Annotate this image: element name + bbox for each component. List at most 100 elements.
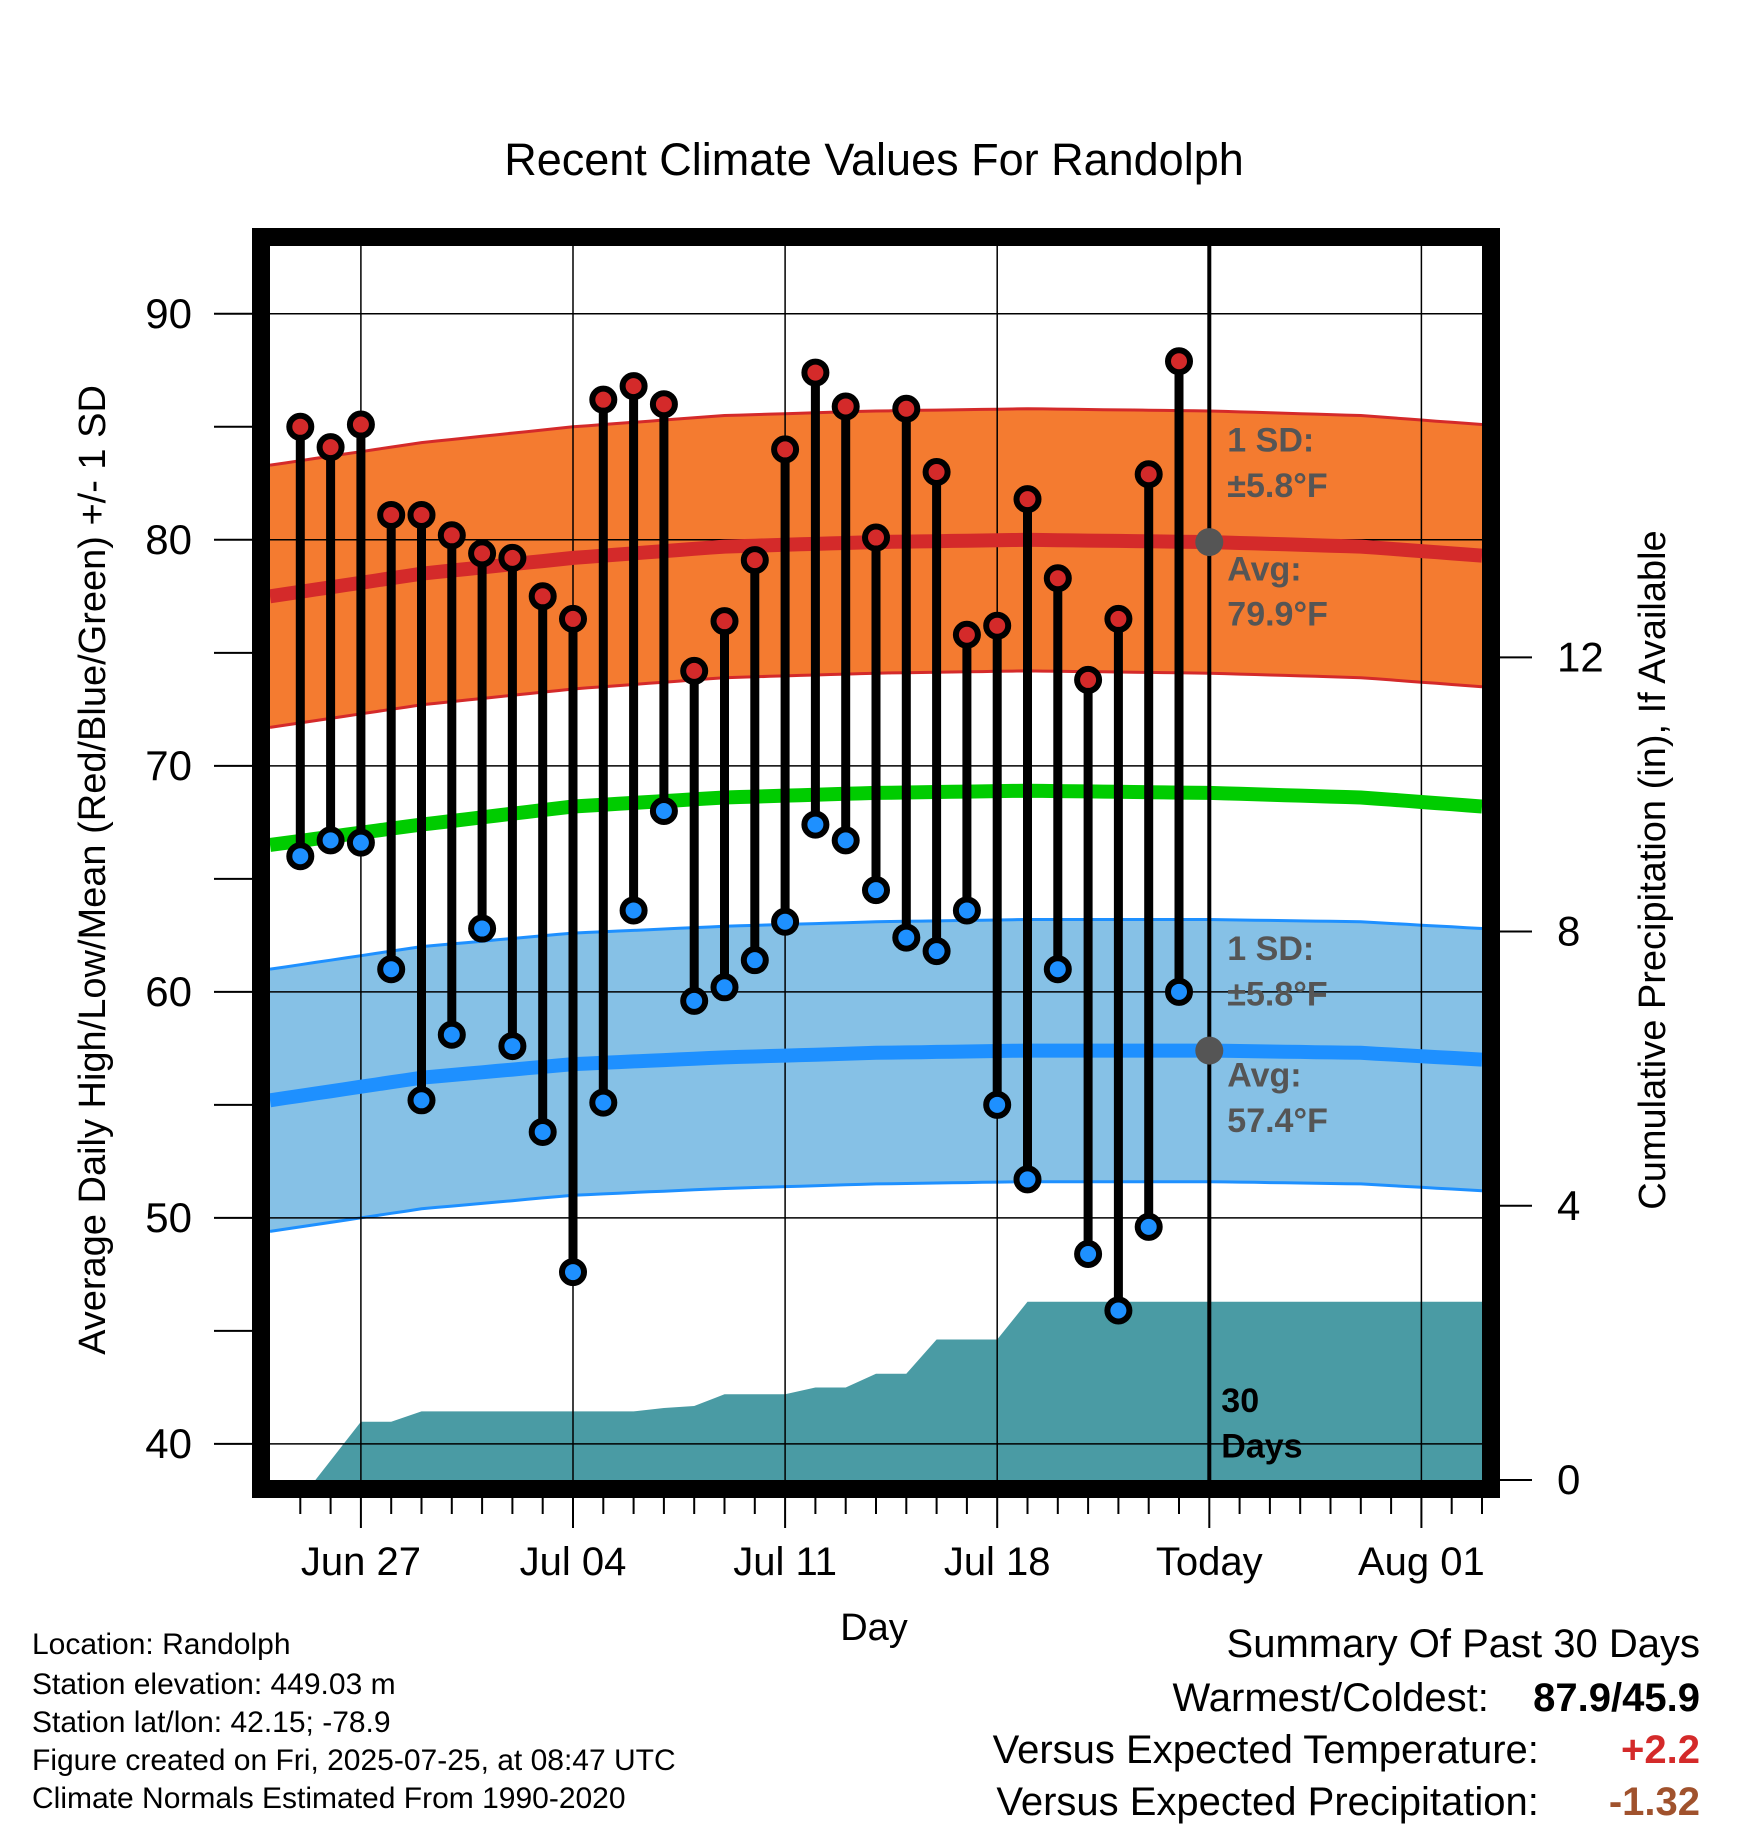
summary-title: Summary Of Past 30 Days [1227,1622,1700,1667]
x-tick-label: Today [1156,1540,1263,1584]
low-normal-band-upper-edge [270,918,1482,971]
low-normal-avg-line [270,1043,1482,1108]
low-point [801,810,830,839]
summary-precip-value: -1.32 [1608,1780,1700,1824]
low-point [437,1020,466,1049]
info-elevation: Station elevation: 449.03 m [32,1668,396,1701]
low-point [952,896,981,925]
high-point [922,458,951,487]
x-axis-label: Day [840,1607,908,1649]
high-point [1104,604,1133,633]
info-normals: Climate Normals Estimated From 1990-2020 [32,1782,626,1815]
high-point [862,523,890,552]
y-tick-label: 80 [145,516,192,563]
low-point [1134,1212,1163,1241]
high-point [710,607,739,636]
high-point [952,620,981,649]
low-point [377,955,406,984]
high-point [983,611,1012,640]
low-point [316,826,345,855]
info-location: Location: Randolph [32,1628,291,1661]
y-tick-label: 70 [145,742,192,789]
low-point [1165,977,1193,1006]
high-point [346,410,375,439]
high-point [801,358,830,387]
high-point [740,546,769,575]
low-point [619,896,648,925]
y-tick-label: 40 [145,1420,192,1467]
today-high-avg-dot [1195,528,1224,557]
low-point [680,986,709,1015]
x-tick-label: Jul 04 [520,1540,627,1584]
high-point [619,372,648,401]
high-point [1074,665,1103,694]
low-point [346,828,375,857]
low-point [831,826,860,855]
period-label-1: 30 [1221,1382,1259,1420]
low-normal-band-lower-edge [270,1180,1482,1233]
low-point [528,1117,557,1146]
low-point [1074,1239,1103,1268]
low-point [589,1088,618,1117]
y2-axis-label: Cumulative Precipitation (in), If Availa… [1632,530,1674,1209]
high-point [407,500,436,529]
low-point [407,1086,436,1115]
high-point [589,385,618,414]
low-point [740,946,769,975]
summary-title-text: Summary Of Past 30 Days [1226,1622,1700,1666]
high-point [528,582,557,611]
high-normal-band-upper-edge [270,407,1482,467]
high-point [498,543,527,572]
y-tick-label: 60 [145,968,192,1015]
y2-tick-label: 8 [1557,908,1580,955]
low-point [1043,955,1072,984]
low-point [862,876,890,905]
y-tick-label: 50 [145,1194,192,1241]
info-created: Figure created on Fri, 2025-07-25, at 08… [32,1744,676,1777]
x-tick-label: Aug 01 [1358,1540,1485,1584]
high-point [316,433,345,462]
high-point [892,394,921,423]
x-tick-label: Jul 18 [944,1540,1051,1584]
high-point [771,435,800,464]
chart-title: Recent Climate Values For Randolph [504,134,1244,185]
precip-cumulative-area [315,1301,1482,1480]
high-point [1134,460,1163,489]
x-tick-label: Jun 27 [301,1540,421,1584]
low-sd-value: ±5.8°F [1227,975,1327,1013]
high-point [286,412,315,441]
low-point [498,1032,527,1061]
low-point [710,973,739,1002]
summary-temp-label: Versus Expected Temperature: [992,1728,1539,1772]
high-point [680,656,709,685]
summary-precip-label: Versus Expected Precipitation: [996,1780,1539,1824]
high-avg-value: 79.9°F [1227,596,1328,634]
low-point [559,1258,587,1287]
y2-tick-label: 4 [1557,1182,1580,1229]
high-point [559,604,587,633]
low-point [771,907,800,936]
low-point [1013,1165,1042,1194]
high-sd-value: ±5.8°F [1227,467,1327,505]
high-point [468,539,497,568]
low-point [468,914,497,943]
summary-warm-cold-value: 87.9/45.9 [1533,1676,1700,1720]
high-point [831,392,860,421]
high-sd-label: 1 SD: [1227,422,1314,460]
low-sd-label: 1 SD: [1227,930,1314,968]
summary-temp-value: +2.2 [1621,1728,1700,1772]
x-tick-label: Jul 11 [733,1540,837,1584]
y-axis-label: Average Daily High/Low/Mean (Red/Blue/Gr… [72,385,114,1355]
y-tick-label: 90 [145,290,192,337]
low-point [922,937,951,966]
summary-warm-cold: Warmest/Coldest: 87.9/45.9 [1173,1676,1701,1721]
today-low-avg-dot [1195,1036,1224,1065]
plot-frame [252,228,1500,1498]
high-point [649,390,678,419]
low-point [983,1090,1012,1119]
summary-precipitation: Versus Expected Precipitation: -1.32 [996,1780,1700,1825]
y2-tick-label: 0 [1557,1456,1580,1503]
low-avg-label: Avg: [1227,1057,1301,1095]
high-point [1043,564,1072,593]
